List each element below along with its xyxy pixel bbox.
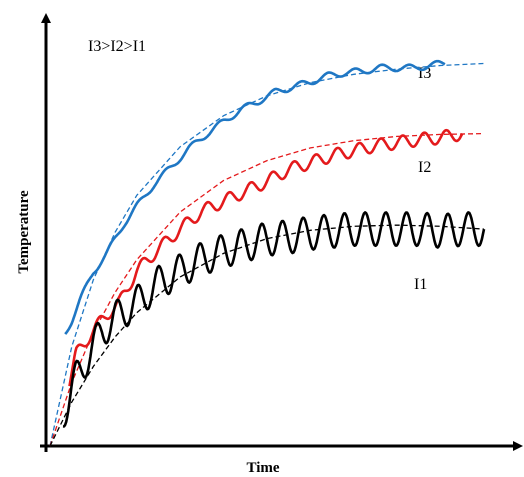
intensity-order-annotation: I3>I2>I1 [88,38,146,55]
measured-line-i3 [64,59,446,335]
measured-line-i1 [62,211,486,428]
y-axis-label: Temperature [16,190,32,274]
measured-line-i2 [68,128,464,387]
trend-line-i1 [49,224,485,447]
series-label-i2: I2 [418,159,431,176]
series-label-i1: I1 [414,276,427,293]
trend-line-i3 [49,62,485,447]
series-layer [49,59,486,447]
x-axis-label: Time [246,460,279,476]
